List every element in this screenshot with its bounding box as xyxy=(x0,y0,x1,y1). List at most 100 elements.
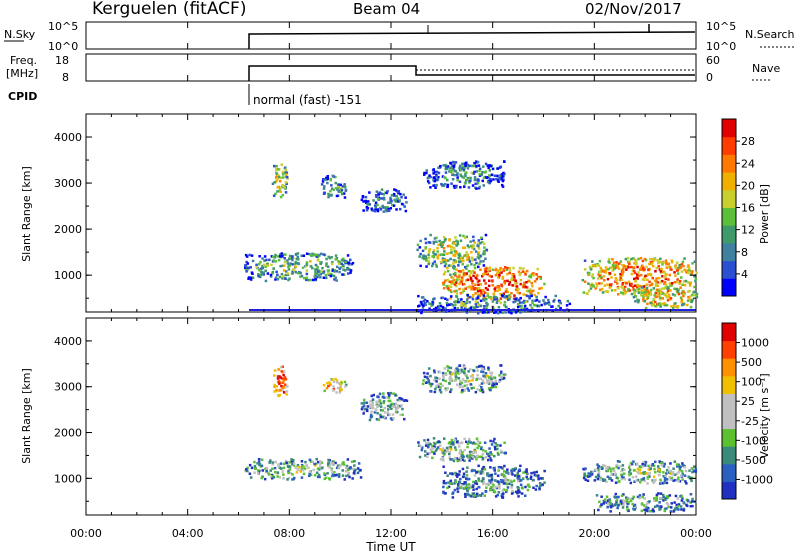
velocity-cell xyxy=(619,465,622,468)
velocity-cell xyxy=(279,376,282,379)
velocity-cell xyxy=(258,463,262,466)
velocity-cell xyxy=(502,377,506,380)
velocity-cell xyxy=(434,449,438,452)
power-cell xyxy=(633,262,636,265)
velocity-cell xyxy=(631,476,635,479)
power-cell xyxy=(319,262,322,265)
power-cell xyxy=(484,286,488,290)
power-cell xyxy=(426,300,429,303)
velocity-cell xyxy=(487,382,491,385)
velocity-cell xyxy=(589,472,592,476)
power-cell xyxy=(508,283,511,286)
power-cell xyxy=(522,293,525,296)
velocity-colorbar-tick: 25 xyxy=(741,395,755,408)
velocity-cell xyxy=(673,473,677,476)
power-cell xyxy=(518,272,522,275)
velocity-cell xyxy=(459,371,462,374)
velocity-cell xyxy=(454,375,458,379)
velocity-cell xyxy=(658,508,661,511)
velocity-cell xyxy=(475,482,479,486)
power-cell xyxy=(320,270,323,273)
power-cell xyxy=(473,307,476,310)
velocity-cell xyxy=(599,478,602,481)
velocity-cell xyxy=(494,479,497,482)
velocity-cell xyxy=(606,475,610,479)
velocity-cell xyxy=(375,418,379,421)
power-cell xyxy=(261,264,264,268)
velocity-cell xyxy=(417,441,420,444)
velocity-cell xyxy=(485,482,488,486)
velocity-cell xyxy=(599,476,602,480)
power-cell xyxy=(471,279,474,283)
power-region xyxy=(417,294,572,315)
power-cell xyxy=(456,300,460,304)
power-cell xyxy=(424,246,427,249)
velocity-cell xyxy=(362,404,366,407)
power-cell xyxy=(246,262,249,265)
power-cell xyxy=(658,268,662,271)
velocity-cell xyxy=(672,467,675,470)
power-cell xyxy=(462,246,465,250)
velocity-cell xyxy=(390,407,393,410)
power-cell xyxy=(284,181,288,184)
velocity-cell xyxy=(472,488,475,491)
power-cell xyxy=(537,304,541,308)
velocity-cell xyxy=(404,399,407,402)
velocity-cell xyxy=(396,404,400,407)
velocity-cell xyxy=(256,462,259,465)
power-cell xyxy=(682,280,686,283)
velocity-cell xyxy=(492,486,495,489)
velocity-cell xyxy=(477,477,480,480)
velocity-cell xyxy=(517,469,521,473)
velocity-cell xyxy=(453,446,457,449)
velocity-cell xyxy=(396,398,399,402)
velocity-cell xyxy=(445,388,448,392)
velocity-cell xyxy=(398,396,401,400)
velocity-cell xyxy=(341,462,344,465)
velocity-cell xyxy=(347,473,350,477)
power-cell xyxy=(496,299,499,302)
velocity-cell xyxy=(282,466,286,470)
power-cell xyxy=(667,293,671,297)
velocity-cell xyxy=(492,489,496,492)
power-cell xyxy=(694,277,697,281)
velocity-cell xyxy=(268,461,271,464)
power-cell xyxy=(520,304,523,308)
velocity-cell xyxy=(477,485,480,489)
power-cell xyxy=(670,305,673,308)
power-cell xyxy=(457,253,460,257)
power-cell xyxy=(637,274,641,277)
power-cell xyxy=(486,288,489,291)
power-cell xyxy=(497,306,501,309)
velocity-cell xyxy=(481,458,484,461)
power-cell xyxy=(442,260,446,264)
power-cell xyxy=(374,204,377,207)
power-cell xyxy=(439,164,442,168)
power-cell xyxy=(695,271,698,274)
power-cell xyxy=(420,303,424,306)
velocity-cell xyxy=(267,473,271,476)
velocity-cell xyxy=(387,399,390,403)
velocity-cell xyxy=(312,468,315,472)
velocity-colorbar-swatch xyxy=(722,411,736,430)
velocity-cell xyxy=(453,482,456,485)
power-cell xyxy=(683,257,686,260)
power-data xyxy=(244,160,699,315)
power-cell xyxy=(442,259,445,262)
velocity-cell xyxy=(508,482,511,486)
power-cell xyxy=(482,273,485,276)
power-cell xyxy=(485,176,488,179)
power-cell xyxy=(508,294,511,297)
power-cell xyxy=(470,271,473,275)
power-cell xyxy=(630,272,634,276)
power-cell xyxy=(439,243,443,247)
velocity-cell xyxy=(442,453,446,456)
power-cell xyxy=(427,259,430,263)
power-cell xyxy=(674,266,678,270)
power-cell xyxy=(683,283,687,287)
velocity-cell xyxy=(632,469,636,472)
velocity-cell xyxy=(654,460,657,464)
power-cell xyxy=(462,176,465,180)
velocity-cell xyxy=(487,387,491,390)
